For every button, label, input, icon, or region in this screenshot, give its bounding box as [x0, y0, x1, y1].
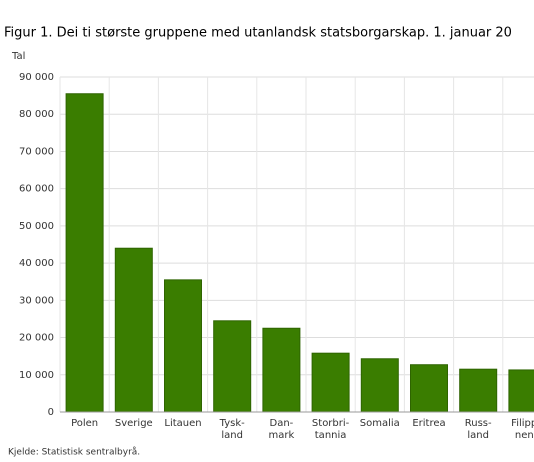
- bar: [213, 320, 252, 413]
- bar: [311, 352, 350, 413]
- y-tick-label: 50 000: [19, 221, 54, 232]
- bar: [360, 358, 399, 413]
- y-axis-label: Tal: [11, 51, 25, 62]
- bar: [65, 93, 104, 413]
- y-tick-label: 20 000: [19, 333, 54, 344]
- source: Kjelde: Statistisk sentralbyrå.: [8, 447, 140, 458]
- x-tick-label: Dan-mark: [269, 418, 295, 441]
- x-tick-label: Tysk-land: [219, 418, 245, 441]
- x-tick-label: Storbri-tannia: [312, 418, 350, 441]
- bar: [508, 369, 534, 413]
- chart-title: Figur 1. Dei ti største gruppene med uta…: [4, 26, 512, 41]
- bar: [114, 247, 153, 413]
- y-tick-label: 70 000: [19, 146, 54, 157]
- bar: [459, 368, 498, 413]
- y-tick-label: 10 000: [19, 370, 54, 381]
- x-tick-label: Polen: [71, 418, 98, 429]
- x-tick-label: Somalia: [360, 418, 400, 429]
- y-tick-label: 90 000: [19, 72, 54, 83]
- x-tick-label: Sverige: [115, 418, 153, 429]
- x-tick-label: Russ-land: [465, 418, 492, 441]
- y-tick-label: 40 000: [19, 258, 54, 269]
- x-tick-label: Litauen: [164, 418, 201, 429]
- y-tick-label: 60 000: [19, 184, 54, 195]
- x-tick-label: Eritrea: [412, 418, 445, 429]
- y-tick-label: 0: [48, 407, 54, 418]
- bar: [164, 279, 202, 413]
- y-tick-label: 30 000: [19, 295, 54, 306]
- bar: [410, 364, 448, 413]
- y-tick-label: 80 000: [19, 109, 54, 120]
- bar: [262, 327, 301, 413]
- x-tick-label: Filippi-nene: [511, 418, 534, 441]
